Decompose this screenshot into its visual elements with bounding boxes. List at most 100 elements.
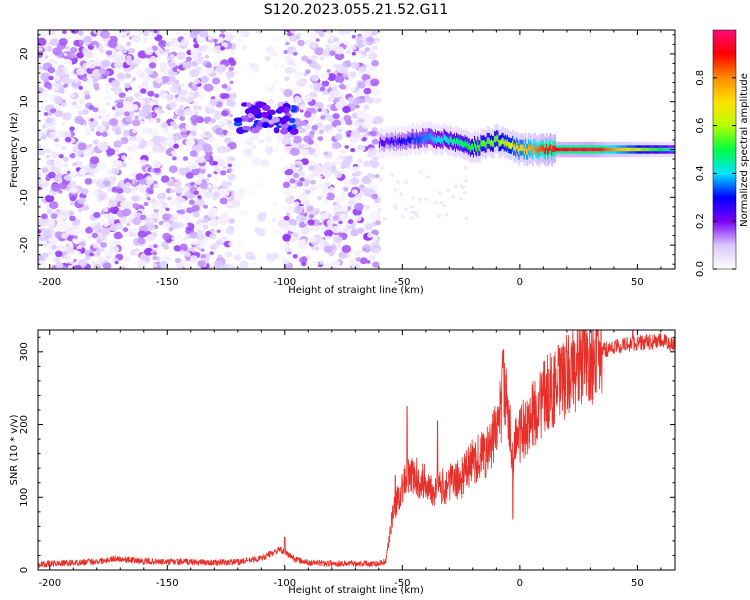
noise-cell xyxy=(143,127,152,135)
noise-cell xyxy=(299,239,306,245)
noise-cell xyxy=(291,68,297,73)
ridge-core xyxy=(439,136,441,143)
ridge-core xyxy=(392,138,395,145)
ridge-core xyxy=(402,138,404,145)
noise-cell xyxy=(151,118,157,124)
noise-cell xyxy=(209,266,213,269)
noise-cell xyxy=(119,217,127,224)
noise-cell xyxy=(327,129,335,136)
noise-cell xyxy=(169,41,176,47)
noise-cell xyxy=(327,224,334,230)
noise-cell xyxy=(339,155,345,160)
noise-cell xyxy=(272,201,278,206)
ridge-core xyxy=(524,143,527,151)
noise-cell xyxy=(191,52,200,59)
ridge-core xyxy=(504,139,507,146)
noise-cell xyxy=(393,187,398,192)
ridge-core xyxy=(555,147,558,152)
noise-cell xyxy=(220,237,227,243)
noise-cell xyxy=(195,56,204,65)
noise-cell xyxy=(367,71,371,76)
noise-cell xyxy=(317,108,322,112)
noise-cell xyxy=(332,89,340,95)
noise-cell xyxy=(162,93,168,98)
noise-cell xyxy=(310,43,317,48)
noise-cell xyxy=(325,43,330,48)
noise-cell xyxy=(207,35,213,40)
snr-y-ticks: 0 100 200 300 xyxy=(19,336,675,573)
noise-cell xyxy=(204,131,210,136)
ridge-core xyxy=(405,139,407,146)
noise-cell xyxy=(295,97,303,104)
noise-cell xyxy=(344,145,349,149)
noise-cell xyxy=(201,143,212,152)
noise-cell xyxy=(413,211,418,215)
ridge-core xyxy=(576,147,579,152)
noise-cell xyxy=(176,95,186,103)
ridge-core xyxy=(489,140,492,147)
noise-cell xyxy=(353,249,362,256)
ridge-core xyxy=(667,147,670,152)
noise-cell xyxy=(200,45,208,51)
x-tick-label: -50 xyxy=(394,277,410,288)
noise-cell xyxy=(294,70,304,80)
noise-cell xyxy=(170,196,176,202)
noise-cell xyxy=(82,149,93,158)
noise-cell xyxy=(338,251,347,259)
noise-cell xyxy=(273,35,280,42)
noise-cell xyxy=(464,216,469,221)
ridge-core xyxy=(553,145,556,153)
noise-cell xyxy=(216,146,226,154)
y-tick-label: 10 xyxy=(19,95,30,108)
ridge-core xyxy=(416,136,419,143)
noise-cell xyxy=(365,68,370,73)
noise-cell xyxy=(47,250,54,256)
noise-cell xyxy=(152,255,158,261)
noise-cell xyxy=(108,218,115,225)
noise-cell xyxy=(320,115,326,120)
ridge-core xyxy=(419,135,421,143)
noise-cell xyxy=(400,214,405,218)
noise-cell xyxy=(196,138,206,146)
ridge-core xyxy=(574,147,577,152)
noise-cell xyxy=(58,182,68,190)
ridge-core xyxy=(590,147,593,152)
noise-cell xyxy=(113,61,124,69)
noise-cell xyxy=(166,213,172,219)
noise-cell xyxy=(54,95,64,104)
noise-cell xyxy=(433,200,438,205)
noise-cell xyxy=(319,86,326,92)
noise-cell xyxy=(458,197,463,201)
noise-cell xyxy=(300,120,308,126)
noise-cell xyxy=(354,215,362,222)
noise-cell xyxy=(69,126,75,132)
noise-cell xyxy=(41,213,48,220)
blob-cell xyxy=(241,125,251,131)
noise-cell xyxy=(300,104,307,110)
x-tick-label: 0 xyxy=(517,578,523,589)
noise-cell xyxy=(357,66,366,74)
noise-cell xyxy=(106,170,113,176)
noise-cell xyxy=(319,260,325,265)
noise-cell xyxy=(92,112,100,120)
ridge-core xyxy=(466,141,469,148)
noise-cell xyxy=(98,75,104,80)
ridge-core xyxy=(586,147,588,152)
noise-cell xyxy=(134,68,143,76)
noise-cell xyxy=(75,250,81,256)
noise-cell xyxy=(212,196,217,201)
noise-cell xyxy=(69,201,75,206)
noise-cell xyxy=(129,65,135,69)
noise-cell xyxy=(89,156,100,165)
ridge-core xyxy=(514,143,516,150)
noise-cell xyxy=(199,30,209,38)
noise-cell xyxy=(178,167,188,176)
noise-cell xyxy=(361,136,367,142)
ridge-core xyxy=(550,143,552,151)
ridge-core xyxy=(431,134,434,141)
ridge-core xyxy=(494,135,496,143)
noise-cell xyxy=(213,112,222,120)
noise-cell xyxy=(55,261,64,269)
noise-cell xyxy=(113,87,123,95)
noise-cell xyxy=(128,47,136,54)
